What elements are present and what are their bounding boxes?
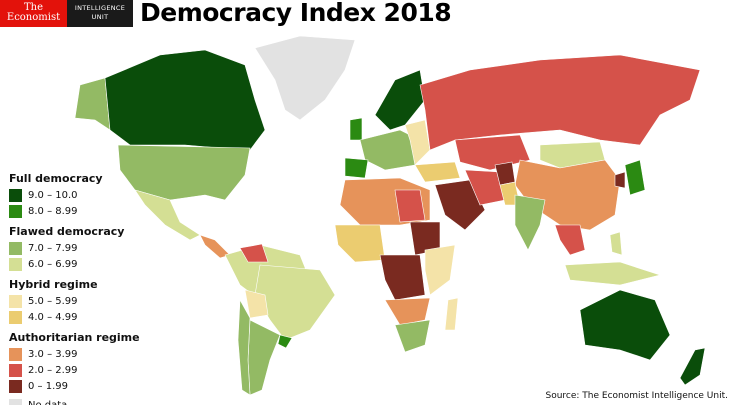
legend-swatch [9,241,22,255]
legend-group-title: Flawed democracy [9,225,125,238]
region-indonesia [564,261,662,286]
legend-label: 4.0 – 4.99 [28,311,78,323]
legend-swatch [9,294,22,308]
region-canada [104,49,266,151]
region-east-africa [424,244,456,296]
legend-group-title: Full democracy [9,172,103,185]
source-note: Source: The Economist Intelligence Unit. [545,391,728,401]
legend-swatch [9,398,22,405]
eiu-logo: INTELLIGENCE UNIT [67,0,133,27]
legend-item-no-data: No data [9,397,140,405]
logo-text-top: The [23,2,44,13]
region-greenland [254,35,356,121]
region-turkey [414,161,461,183]
region-middle-east [434,179,486,231]
region-scandinavia [374,69,426,131]
legend-swatch [9,347,22,361]
eiu-text-bottom: UNIT [91,13,109,21]
legend-swatch [9,257,22,271]
region-southern-africa [384,297,431,326]
region-alaska [74,77,111,131]
legend-swatch [9,310,22,324]
region-north-korea [614,171,626,189]
legend-swatch [9,379,22,393]
legend-label: 5.0 – 5.99 [28,295,78,307]
region-philippines [609,231,623,256]
region-venezuela [239,243,269,263]
region-india [514,194,546,251]
region-iberia [344,157,369,179]
region-central-america [199,234,231,259]
legend-item: 5.0 – 5.99 [9,293,140,309]
legend-group-title: Hybrid regime [9,278,98,291]
region-west-africa [334,224,386,263]
legend-label: 8.0 – 8.99 [28,205,78,217]
region-russia [419,54,701,151]
region-usa [117,144,251,201]
region-libya [394,189,426,223]
legend-item: 4.0 – 4.99 [9,309,140,325]
legend-label: No data [28,399,68,405]
logo-text-bottom: Economist [6,12,61,23]
region-southeast-asia [554,224,586,256]
legend-item: 7.0 – 7.99 [9,240,140,256]
legend-item: 2.0 – 2.99 [9,362,140,378]
economist-logo: The Economist [0,0,67,27]
eiu-text-top: INTELLIGENCE [74,4,126,12]
legend-group-title: Authoritarian regime [9,331,140,344]
legend-label: 2.0 – 2.99 [28,364,78,376]
legend-item: 8.0 – 8.99 [9,203,140,219]
region-uk [349,117,363,141]
legend-label: 3.0 – 3.99 [28,348,78,360]
region-mexico [134,189,201,241]
legend-label: 9.0 – 10.0 [28,189,78,201]
page-title: Democracy Index 2018 [140,0,452,27]
region-new-zealand [679,347,706,386]
legend-swatch [9,363,22,377]
legend-label: 0 – 1.99 [28,380,68,392]
legend-label: 6.0 – 6.99 [28,258,78,270]
region-argentina [247,319,281,396]
region-south-africa [394,319,431,353]
legend-swatch [9,188,22,202]
region-uruguay [277,334,293,349]
region-madagascar [444,297,459,331]
region-japan-korea [624,159,646,196]
legend: Full democracy 9.0 – 10.0 8.0 – 8.99 Flawed… [9,166,140,405]
region-bolivia [244,289,269,319]
legend-swatch [9,204,22,218]
region-chile [237,298,251,396]
legend-item: 9.0 – 10.0 [9,187,140,203]
legend-label: 7.0 – 7.99 [28,242,78,254]
region-australia [579,289,671,361]
legend-item: 0 – 1.99 [9,378,140,394]
region-central-africa [379,254,426,301]
region-eastern-europe [404,119,431,166]
legend-item: 3.0 – 3.99 [9,346,140,362]
legend-item: 6.0 – 6.99 [9,256,140,272]
